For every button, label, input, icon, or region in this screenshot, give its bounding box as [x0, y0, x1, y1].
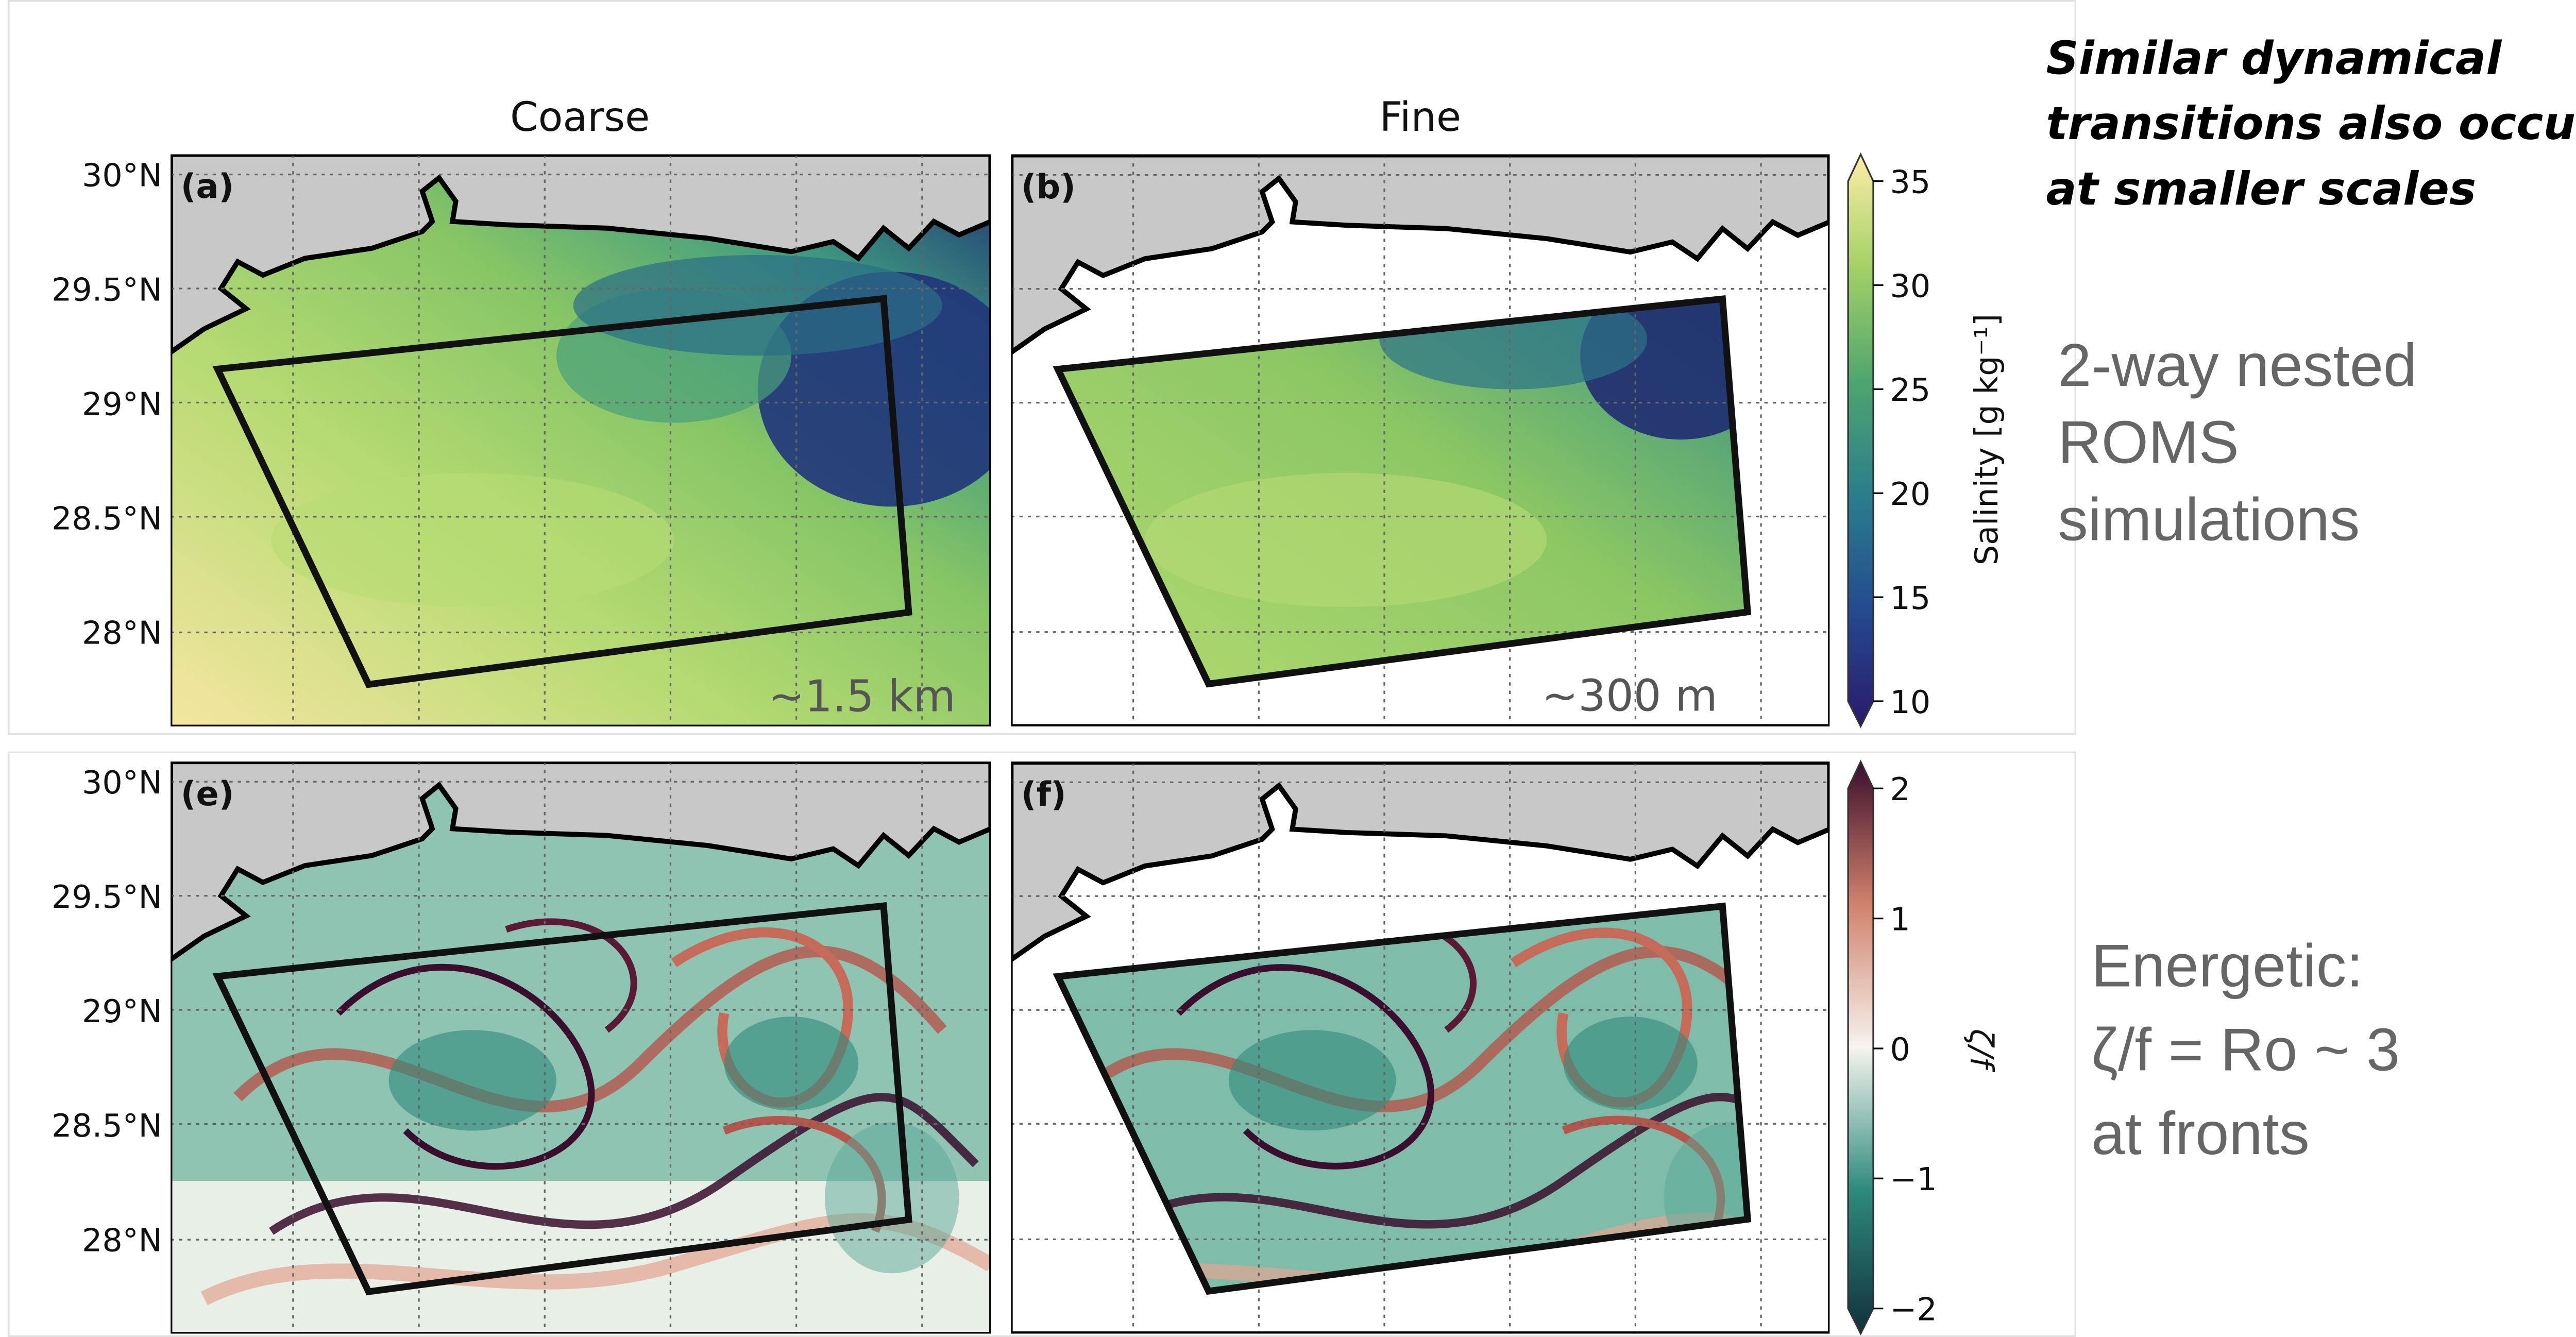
panel-label: (b) — [1021, 168, 1076, 207]
lat-label: 29°N — [82, 993, 162, 1030]
headline: at smaller scales — [2046, 162, 2476, 215]
colorbar-tick-label: 1 — [1890, 901, 1910, 938]
colorbar-tick-label: 35 — [1890, 163, 1931, 200]
note-text: 2-way nested — [2058, 331, 2417, 399]
panel-label: (a) — [181, 167, 234, 206]
note-text: ζ/f = Ro ~ 3 — [2091, 1016, 2400, 1083]
colorbar-tick-label: −2 — [1890, 1291, 1937, 1328]
lat-label: 28.5°N — [52, 1107, 162, 1144]
map-panel: (e) — [171, 761, 991, 1333]
colorbar-tick-label: 10 — [1890, 684, 1931, 721]
lat-label: 29°N — [82, 386, 162, 423]
resolution-label: ~300 m — [1541, 670, 1717, 721]
note-text: Energetic: — [2091, 932, 2363, 1000]
vorticity-colorbar — [1848, 761, 1873, 1333]
note-text: ROMS — [2058, 409, 2239, 476]
lat-label: 29.5°N — [52, 878, 162, 916]
map-panel: (f) — [1011, 762, 1829, 1333]
lat-label: 28°N — [82, 1222, 162, 1259]
panel-label: (f) — [1021, 775, 1066, 814]
resolution-label: ~1.5 km — [768, 671, 956, 722]
colorbar-tick-label: 0 — [1890, 1031, 1910, 1068]
colorbar-tick-label: 15 — [1890, 580, 1931, 617]
column-title: Coarse — [510, 94, 650, 141]
colorbar-tick-label: 30 — [1890, 267, 1931, 304]
colorbar-tick-label: 25 — [1890, 371, 1931, 409]
note-text: at fronts — [2091, 1099, 2309, 1167]
colorbar-tick-label: 2 — [1890, 771, 1910, 808]
colorbar-tick-label: 20 — [1890, 476, 1931, 513]
headline: transitions also occur — [2046, 97, 2576, 150]
lat-label: 28°N — [82, 615, 162, 652]
map-panel: (b) ~300 m — [1011, 155, 1829, 726]
lat-label: 28.5°N — [52, 500, 162, 537]
panel-label: (e) — [181, 775, 234, 814]
slide: Coarse Fine (a) ~1.5 km (b) ~300 m (e) (… — [0, 0, 2576, 1337]
salinity-colorbar — [1848, 155, 1873, 726]
note-text: simulations — [2058, 485, 2360, 553]
lat-label: 29.5°N — [52, 271, 162, 308]
colorbar-label: Salinity [g kg⁻¹] — [1968, 314, 2005, 565]
colorbar-tick-label: −1 — [1890, 1161, 1937, 1198]
column-title: Fine — [1380, 94, 1462, 141]
headline: Similar dynamical — [2046, 31, 2502, 84]
lat-label: 30°N — [82, 764, 162, 801]
colorbar-label: ζ/f — [1963, 1028, 2000, 1072]
map-panel: (a) ~1.5 km — [171, 155, 1026, 726]
lat-label: 30°N — [82, 157, 162, 194]
